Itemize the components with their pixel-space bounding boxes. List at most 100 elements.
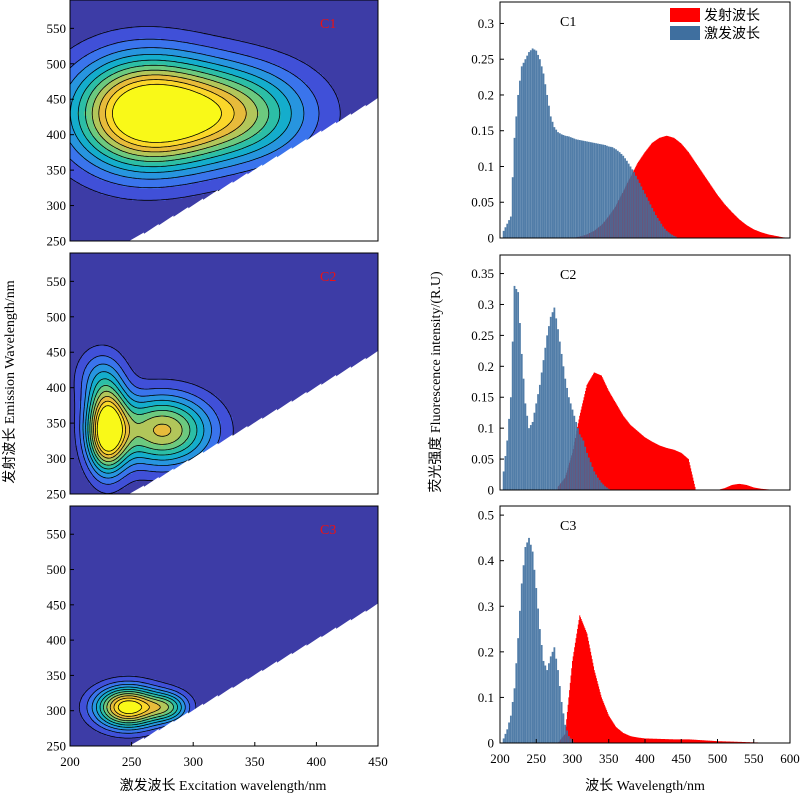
excitation-bar bbox=[575, 139, 578, 238]
y-tick-label: 550 bbox=[47, 527, 67, 542]
x-tick-label: 300 bbox=[183, 754, 203, 769]
excitation-bar bbox=[520, 66, 523, 238]
excitation-bar bbox=[553, 307, 556, 490]
y-tick-label: 0.25 bbox=[471, 52, 494, 67]
excitation-bar bbox=[509, 715, 512, 743]
excitation-bar bbox=[573, 415, 576, 490]
excitation-bar bbox=[533, 49, 536, 238]
x-axis-label-wavelength: 波长 Wavelength/nm bbox=[585, 778, 705, 794]
excitation-bar bbox=[540, 645, 543, 743]
excitation-bars bbox=[502, 537, 574, 743]
excitation-bar bbox=[589, 462, 592, 490]
excitation-bar bbox=[596, 143, 599, 238]
excitation-bar bbox=[573, 138, 576, 238]
excitation-bar bbox=[519, 610, 521, 743]
excitation-bar bbox=[549, 316, 552, 490]
y-tick-label: 0.5 bbox=[478, 508, 494, 523]
y-tick-label: 0.3 bbox=[478, 16, 494, 31]
excitation-bar bbox=[595, 474, 597, 490]
contour-level-fill bbox=[96, 404, 123, 452]
contour-frame bbox=[69, 0, 379, 242]
excitation-bar bbox=[604, 486, 607, 490]
excitation-bar bbox=[504, 733, 507, 743]
excitation-bar bbox=[578, 140, 581, 238]
excitation-bar bbox=[586, 141, 588, 238]
excitation-bar bbox=[587, 141, 590, 238]
excitation-bar bbox=[611, 147, 614, 238]
excitation-bar bbox=[506, 223, 509, 238]
y-tick-label: 550 bbox=[47, 21, 67, 36]
contour-panel-c1: C1 250 300 350 400 450 500 550 bbox=[47, 0, 379, 249]
excitation-bar bbox=[564, 135, 567, 238]
excitation-bar bbox=[502, 738, 505, 743]
excitation-bar bbox=[528, 537, 530, 743]
excitation-bar bbox=[535, 588, 538, 743]
legend-swatch-emission bbox=[670, 8, 700, 22]
contour-line bbox=[91, 69, 259, 157]
emission-bars bbox=[557, 372, 772, 490]
excitation-bar bbox=[564, 724, 567, 743]
x-tick-label: 250 bbox=[527, 751, 547, 766]
excitation-bar bbox=[566, 730, 568, 743]
excitation-bar bbox=[616, 150, 619, 238]
component-label: C3 bbox=[560, 519, 576, 534]
x-tick-label: 450 bbox=[368, 754, 388, 769]
excitation-bar bbox=[517, 292, 520, 490]
excitation-bar bbox=[580, 437, 583, 490]
excitation-bar bbox=[627, 163, 630, 238]
y-axis-label-fluorescence: 荧光强度 Fluorescence intensity/(R.U) bbox=[427, 271, 444, 493]
excitation-bar bbox=[567, 397, 570, 490]
x-tick-label: 550 bbox=[744, 751, 764, 766]
legend-label-emission: 发射波长 bbox=[704, 8, 760, 24]
excitation-bar bbox=[665, 230, 668, 238]
y-tick-label: 400 bbox=[47, 380, 67, 395]
y-tick-label: 0.4 bbox=[478, 553, 495, 568]
excitation-bar bbox=[578, 434, 581, 490]
excitation-bar bbox=[538, 629, 541, 743]
y-tick-label: 300 bbox=[47, 451, 67, 466]
excitation-bar bbox=[600, 482, 603, 490]
excitation-bar bbox=[549, 116, 552, 238]
excitation-bar bbox=[609, 146, 612, 238]
contour-line bbox=[96, 405, 123, 452]
excitation-bar bbox=[555, 129, 558, 238]
excitation-bar bbox=[642, 190, 645, 238]
excitation-bar bbox=[591, 466, 594, 490]
excitation-bar bbox=[531, 551, 534, 743]
y-tick-label: 350 bbox=[47, 163, 67, 178]
y-tick-label: 0.05 bbox=[471, 452, 494, 467]
excitation-bar bbox=[607, 488, 610, 490]
excitation-bar bbox=[529, 425, 532, 490]
excitation-bar bbox=[535, 403, 538, 490]
excitation-bar bbox=[555, 658, 558, 743]
excitation-bar bbox=[593, 471, 596, 490]
excitation-bar bbox=[615, 149, 617, 238]
contour-line bbox=[96, 686, 182, 728]
excitation-bar bbox=[533, 412, 536, 490]
legend-label-excitation: 激发波长 bbox=[704, 25, 760, 42]
excitation-bar bbox=[519, 80, 521, 238]
y-tick-label: 400 bbox=[47, 127, 67, 142]
excitation-bar bbox=[595, 143, 597, 238]
excitation-bar bbox=[557, 329, 559, 490]
excitation-bar bbox=[542, 360, 545, 490]
excitation-bar bbox=[596, 477, 599, 490]
x-axis-label-excitation: 激发波长 Excitation wavelength/nm bbox=[120, 777, 327, 794]
excitation-bar bbox=[511, 341, 514, 490]
y-tick-label: 250 bbox=[47, 487, 67, 502]
excitation-bar bbox=[674, 236, 677, 238]
excitation-bars bbox=[502, 48, 677, 238]
excitation-bar bbox=[517, 94, 520, 238]
contour-level-fill bbox=[113, 85, 221, 143]
y-axis-label-emission: 发射波长 Emission Wavelength/nm bbox=[2, 280, 18, 483]
y-tick-label: 0 bbox=[488, 483, 495, 498]
excitation-bar bbox=[598, 143, 601, 238]
excitation-bar bbox=[638, 182, 641, 238]
excitation-bar bbox=[649, 204, 652, 238]
y-tick-label: 250 bbox=[47, 739, 67, 754]
excitation-bar bbox=[582, 140, 585, 238]
y-tick-label: 500 bbox=[47, 562, 67, 577]
excitation-bar bbox=[577, 428, 579, 490]
excitation-bar bbox=[548, 105, 550, 238]
contour-line bbox=[70, 54, 292, 173]
